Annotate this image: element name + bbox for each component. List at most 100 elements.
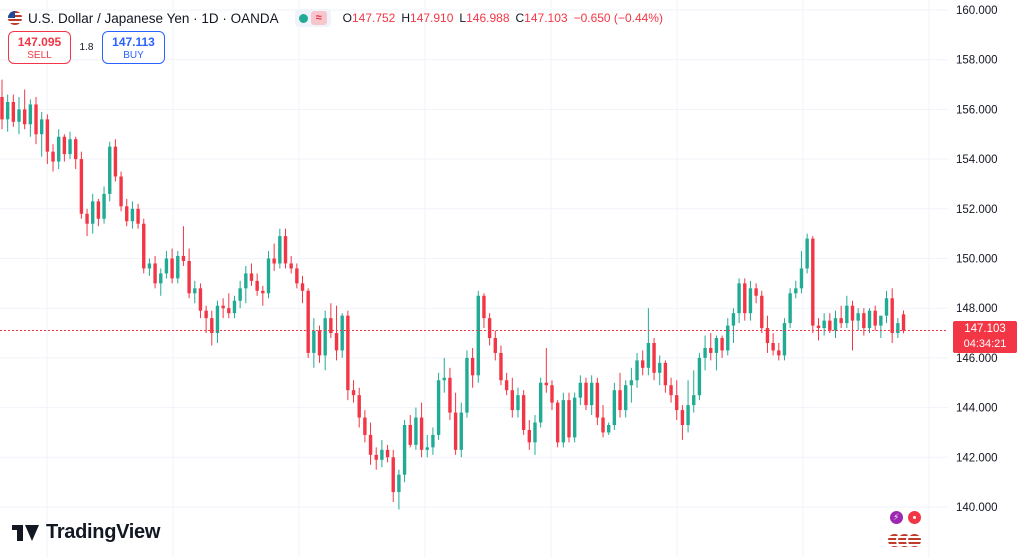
candle-body	[470, 357, 475, 376]
candle-body	[816, 325, 821, 329]
candle	[601, 405, 605, 438]
y-tick-label: 148.000	[956, 303, 998, 315]
candle-body	[283, 236, 288, 264]
candle	[856, 308, 860, 331]
candle-body	[238, 288, 242, 301]
candle	[782, 318, 787, 361]
candle-body	[675, 395, 679, 411]
candle-body	[720, 338, 724, 351]
candle	[805, 233, 809, 274]
ohlc-high: 147.910	[410, 11, 454, 25]
candle	[306, 288, 310, 358]
candle-body	[215, 305, 220, 334]
chart-grid	[0, 0, 948, 558]
y-tick-label: 146.000	[956, 353, 998, 365]
candle-body	[34, 104, 38, 135]
candle	[419, 402, 424, 458]
candle	[34, 96, 38, 145]
candle-body	[856, 313, 860, 321]
candle	[215, 300, 220, 343]
candle	[414, 407, 418, 450]
candle	[493, 330, 497, 361]
candle	[567, 392, 571, 443]
candle	[232, 295, 237, 319]
candle	[346, 310, 350, 401]
candle-body	[465, 357, 469, 413]
candle-body	[363, 417, 367, 435]
candle	[584, 377, 588, 411]
candle	[692, 370, 696, 413]
candle-body	[692, 395, 696, 406]
symbol-title[interactable]: U.S. Dollar / Japanese Yen · 1D · OANDA	[28, 10, 279, 26]
candle-body	[748, 288, 753, 314]
market-open-icon[interactable]	[298, 13, 308, 23]
candle	[317, 325, 322, 363]
candle	[28, 99, 33, 137]
candle-body	[45, 119, 50, 152]
candle	[760, 290, 764, 334]
candle-body	[703, 347, 707, 358]
candle	[504, 372, 509, 396]
candle	[147, 258, 152, 276]
candle	[255, 273, 259, 296]
candle	[249, 263, 254, 286]
candle	[96, 198, 101, 227]
candle	[227, 293, 231, 319]
candle-body	[794, 288, 798, 294]
ohlc-open-label: O	[342, 11, 352, 25]
candle-body	[555, 402, 560, 443]
candle-body	[334, 333, 339, 351]
candle-body	[584, 382, 588, 406]
candle	[521, 390, 526, 435]
wave-icon[interactable]: ≈	[310, 11, 327, 25]
bar-countdown: 04:34:21	[963, 338, 1007, 350]
candle-body	[487, 318, 492, 339]
candle	[278, 228, 282, 269]
candle	[368, 422, 373, 465]
candle	[459, 402, 463, 458]
candle-body	[686, 405, 690, 425]
candle-body	[521, 395, 526, 430]
y-tick-label: 152.000	[956, 204, 998, 216]
candle-body	[499, 352, 503, 381]
candle	[5, 94, 10, 132]
candle-body	[737, 283, 741, 314]
status-badges[interactable]: ≈	[294, 9, 331, 27]
sell-button[interactable]: 147.095 SELL	[8, 31, 71, 64]
candle	[380, 439, 384, 468]
candle	[142, 218, 146, 274]
candle	[788, 288, 792, 329]
candle-body	[249, 273, 254, 281]
candle	[629, 367, 634, 403]
candle	[159, 268, 163, 296]
candle	[873, 305, 877, 331]
candle-body	[884, 298, 889, 316]
candle	[62, 134, 67, 162]
candle-body	[788, 293, 792, 324]
candle-body	[397, 474, 401, 493]
candle-body	[57, 136, 61, 162]
candle	[697, 352, 702, 401]
candle	[323, 310, 327, 371]
candle-body	[164, 258, 169, 274]
candle	[22, 89, 27, 130]
candle-body	[204, 310, 208, 319]
ohlc-open: 147.752	[351, 11, 396, 25]
buy-button[interactable]: 147.113 BUY	[102, 31, 165, 64]
y-tick-label: 142.000	[956, 452, 998, 464]
lightning-event-icon[interactable]	[888, 509, 905, 526]
candle-body	[306, 290, 310, 353]
tradingview-logo[interactable]: TradingView	[12, 521, 160, 544]
candle-body	[51, 151, 55, 162]
candle	[663, 360, 668, 393]
target-event-icon[interactable]	[906, 509, 923, 526]
us-flag-event-icon[interactable]	[906, 532, 923, 549]
candle-body	[765, 328, 770, 343]
candle-body	[289, 263, 293, 269]
candle-body	[181, 256, 186, 261]
candle	[828, 313, 832, 334]
candle	[850, 300, 855, 351]
price-axis[interactable]: 140.000 142.000 144.000 146.000 148.000 150.0…	[956, 5, 998, 514]
candle	[45, 114, 50, 165]
